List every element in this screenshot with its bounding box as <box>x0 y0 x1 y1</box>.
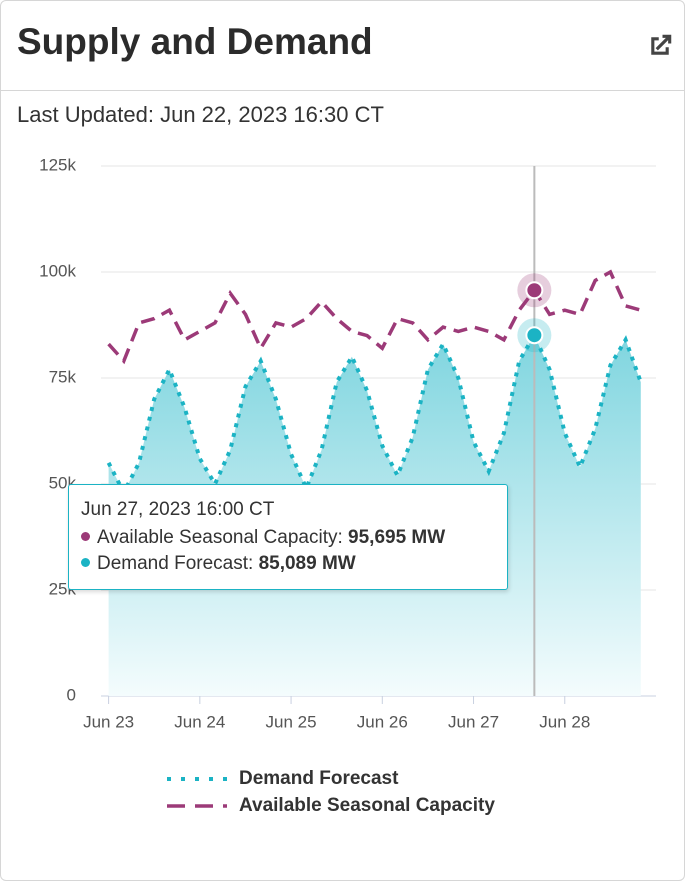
y-tick-label: 125k <box>39 155 76 174</box>
tooltip: Jun 27, 2023 16:00 CT Available Seasonal… <box>68 484 508 590</box>
x-tick-label: Jun 28 <box>539 712 590 731</box>
x-tick-label: Jun 27 <box>448 712 499 731</box>
tooltip-row: Demand Forecast: 85,089 MW <box>81 553 356 575</box>
legend-label: Demand Forecast <box>239 768 399 789</box>
y-tick-label: 75k <box>49 367 77 386</box>
y-tick-label: 100k <box>39 261 76 280</box>
hover-point <box>525 326 544 345</box>
open-external-icon[interactable] <box>645 31 675 61</box>
x-tick-label: Jun 26 <box>357 712 408 731</box>
last-updated: Last Updated: Jun 22, 2023 16:30 CT <box>17 102 384 127</box>
tooltip-label: Demand Forecast: <box>97 553 254 574</box>
tooltip-title: Jun 27, 2023 16:00 CT <box>81 499 275 520</box>
title: Supply and Demand <box>17 21 373 62</box>
tooltip-label: Available Seasonal Capacity: <box>97 527 343 548</box>
tooltip-value: 85,089 MW <box>258 553 356 574</box>
x-tick-label: Jun 25 <box>266 712 317 731</box>
tooltip-row: Available Seasonal Capacity: 95,695 MW <box>81 527 445 549</box>
divider <box>1 90 684 91</box>
x-tick-label: Jun 24 <box>174 712 225 731</box>
series-line <box>106 330 643 497</box>
x-tick-label: Jun 23 <box>83 712 134 731</box>
legend-label: Available Seasonal Capacity <box>239 795 495 816</box>
tooltip-value: 95,695 MW <box>348 527 446 548</box>
hover-point <box>525 281 544 300</box>
y-tick-label: 0 <box>67 685 76 704</box>
series-line <box>107 269 642 365</box>
